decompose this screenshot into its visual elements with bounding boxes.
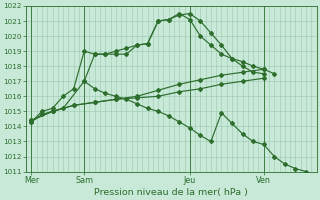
X-axis label: Pression niveau de la mer( hPa ): Pression niveau de la mer( hPa )	[94, 188, 248, 197]
